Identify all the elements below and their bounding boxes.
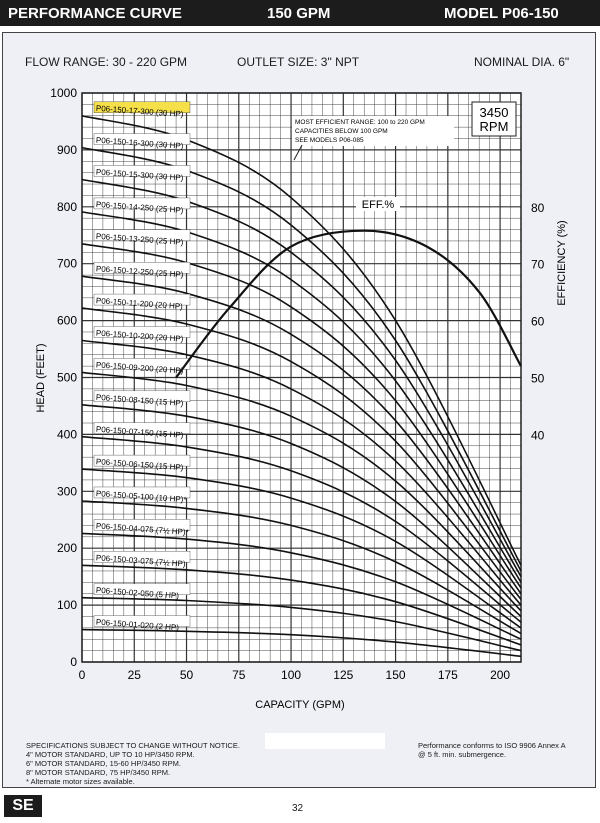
blank-box [265, 733, 385, 749]
chart-axes: 0 25 50 75 100 125 150 175 200 0 100 200 300 400 500 60… [50, 86, 544, 682]
header-bar: PERFORMANCE CURVE 150 GPM MODEL P06-150 [0, 0, 600, 26]
curve-label-box [93, 101, 191, 113]
curve-label-box [93, 519, 191, 531]
curve-label-box [93, 422, 191, 434]
page-number: 32 [292, 803, 304, 814]
curve-label-box [93, 197, 191, 210]
note-pointer [293, 144, 303, 161]
spec-line-5: * Alternate motor sizes available. [26, 777, 135, 786]
y-tick-label: 900 [57, 143, 77, 157]
head-curve [81, 146, 522, 572]
x-tick-label: 0 [79, 668, 86, 682]
plot-border [81, 92, 522, 663]
head-curve [81, 468, 522, 629]
efficiency-line [175, 229, 522, 379]
curve-label-box [93, 486, 191, 499]
rpm-value: 3450 [480, 105, 509, 120]
y2-tick-label: 70 [531, 258, 545, 272]
x-tick-label: 75 [232, 668, 246, 682]
y-tick-label: 500 [57, 371, 77, 385]
curve-label-box [93, 583, 191, 595]
head-curve [81, 243, 522, 589]
efficiency-curve [175, 229, 522, 379]
rpm-box [471, 101, 517, 137]
header-title: PERFORMANCE CURVE [8, 5, 182, 22]
company-logo: SE [4, 795, 42, 817]
spec-notes: SPECIFICATIONS SUBJECT TO CHANGE WITHOUT… [26, 741, 240, 786]
eff-label: EFF.% [362, 199, 395, 211]
x-tick-label: 150 [386, 668, 406, 682]
x-axis-title: CAPACITY (GPM) [255, 699, 344, 711]
curve-label-box [93, 326, 191, 338]
head-curve [81, 628, 522, 658]
curve-label-box [93, 229, 191, 241]
y-tick-label: 700 [57, 257, 77, 271]
head-curve [81, 211, 522, 583]
x-tick-label: 100 [281, 668, 301, 682]
iso-line-1: Performance conforms to ISO 9906 Annex A [418, 741, 566, 750]
head-curve [81, 500, 522, 635]
spec-line-1: SPECIFICATIONS SUBJECT TO CHANGE WITHOUT… [26, 741, 240, 750]
y2-axis-title: EFFICIENCY (%) [556, 220, 568, 305]
y2-tick-label: 80 [531, 201, 545, 215]
chart-grid [81, 92, 522, 663]
y-tick-label: 800 [57, 200, 77, 214]
iso-line-2: @ 5 ft. min. submergence. [418, 750, 507, 759]
y-tick-label: 0 [70, 655, 77, 669]
spec-line-3: 6" MOTOR STANDARD, 15-60 HP/3450 RPM. [26, 759, 181, 768]
spec-line-2: 4" MOTOR STANDARD, UP TO 10 HP/3450 RPM. [26, 750, 195, 759]
y2-tick-label: 60 [531, 315, 545, 329]
outlet-size: OUTLET SIZE: 3" NPT [237, 55, 360, 69]
head-curve [81, 275, 522, 595]
note-box [292, 116, 454, 146]
header-flow: 150 GPM [267, 5, 331, 22]
curve-label-box [93, 165, 191, 177]
rpm-unit: RPM [480, 119, 509, 134]
curve-label-box [93, 390, 191, 403]
y-tick-label: 300 [57, 484, 77, 498]
iso-note: Performance conforms to ISO 9906 Annex A… [418, 741, 566, 759]
curve-label-box [93, 133, 191, 145]
nominal-dia: NOMINAL DIA. 6" [474, 55, 570, 69]
y-axis-title: HEAD (FEET) [35, 343, 47, 412]
flow-range: FLOW RANGE: 30 - 220 GPM [25, 55, 188, 69]
head-curve [81, 371, 522, 612]
x-tick-label: 125 [333, 668, 353, 682]
curve-label-box [93, 454, 191, 467]
y-tick-label: 600 [57, 314, 77, 328]
head-curve [81, 339, 522, 606]
note-line-1: MOST EFFICIENT RANGE: 100 to 220 GPM [295, 119, 425, 126]
header-model: MODEL P06-150 [444, 5, 559, 22]
curve-label-box [93, 293, 191, 306]
note-line-3: SEE MODELS P06-085 [295, 137, 364, 144]
y-tick-label: 400 [57, 427, 77, 441]
note-line-2: CAPACITIES BELOW 100 GPM [295, 128, 388, 135]
head-curve [81, 404, 522, 618]
head-curve [81, 532, 522, 640]
x-tick-label: 25 [128, 668, 142, 682]
y2-tick-label: 40 [531, 428, 545, 442]
head-curve [81, 307, 522, 600]
y-tick-label: 100 [57, 598, 77, 612]
eff-label-bg [356, 197, 400, 211]
head-curve [81, 178, 522, 578]
head-curve [81, 435, 522, 623]
spec-line-4: 8" MOTOR STANDARD, 75 HP/3450 RPM. [26, 768, 171, 777]
y-tick-label: 200 [57, 541, 77, 555]
head-curve [81, 596, 522, 652]
head-curve [81, 564, 522, 646]
x-tick-label: 50 [180, 668, 194, 682]
curve-label-box [93, 615, 191, 627]
curve-label-box [93, 551, 191, 563]
curve-label-box [93, 262, 191, 274]
x-tick-label: 200 [490, 668, 510, 682]
curve-label-box [93, 358, 191, 370]
y2-tick-label: 50 [531, 372, 545, 386]
y-tick-label: 1000 [50, 86, 77, 100]
x-tick-label: 175 [438, 668, 458, 682]
